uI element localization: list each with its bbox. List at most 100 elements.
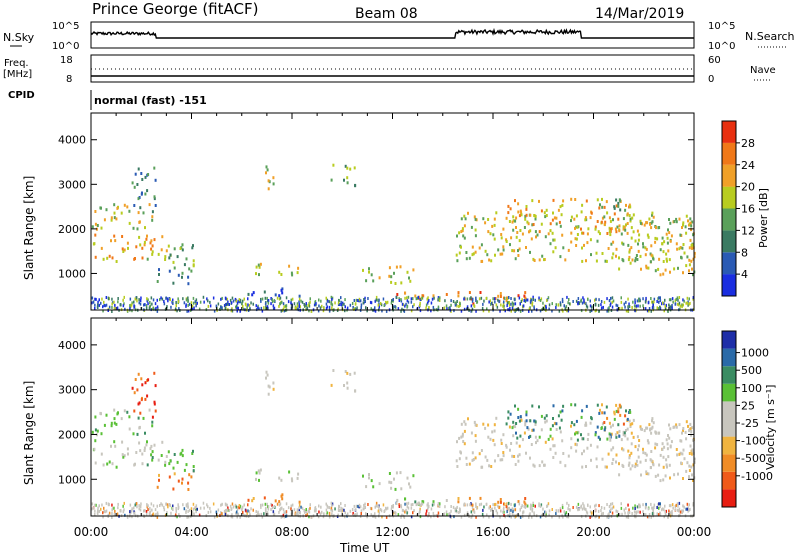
velocity-cell — [532, 463, 535, 467]
velocity-cell — [168, 503, 171, 506]
power-cell — [187, 299, 189, 303]
velocity-cell — [663, 508, 665, 512]
velocity-cell — [445, 499, 448, 502]
velocity-cell — [276, 502, 279, 506]
power-cell — [644, 246, 647, 250]
date-title: 14/Mar/2019 — [595, 6, 684, 22]
velocity-cell — [628, 456, 631, 460]
velocity-cell — [506, 510, 508, 514]
power-cell — [170, 305, 172, 309]
velocity-cell — [317, 515, 320, 519]
power-cell — [305, 302, 307, 306]
velocity-cell — [500, 438, 503, 442]
velocity-cell — [129, 503, 132, 507]
power-cell — [650, 309, 652, 313]
velocity-cell — [346, 371, 349, 375]
power-cell — [183, 301, 186, 305]
velocity-cell — [690, 430, 693, 433]
velocity-cell — [586, 511, 589, 515]
power-cell — [509, 307, 511, 310]
power-cell — [147, 173, 150, 176]
velocity-cell — [150, 444, 153, 448]
power-cell — [676, 302, 679, 306]
velocity-cell — [685, 437, 688, 441]
power-cell — [231, 307, 233, 311]
power-cell — [382, 297, 385, 301]
velocity-cell — [450, 505, 452, 508]
power-cell — [307, 303, 310, 307]
velocity-cell — [117, 506, 119, 510]
velocity-cell — [611, 462, 614, 465]
velocity-cell — [149, 447, 152, 451]
power-cell — [642, 245, 645, 249]
velocity-cell — [430, 507, 433, 511]
power-cell — [659, 296, 661, 300]
velocity-cell — [181, 454, 184, 458]
velocity-cell — [667, 455, 670, 459]
power-cell — [368, 270, 370, 274]
velocity-cell — [137, 416, 140, 420]
velocity-cell — [523, 500, 526, 504]
velocity-cell — [499, 500, 502, 504]
velocity-cell — [598, 515, 600, 519]
nsky-panel-frame — [90, 21, 695, 49]
velocity-cell — [113, 408, 116, 412]
velocity-cell — [257, 510, 259, 514]
power-cell — [438, 299, 441, 302]
velocity-cell — [635, 459, 638, 463]
power-cell — [682, 271, 684, 275]
power-cell — [503, 307, 505, 311]
velocity-cell — [203, 506, 205, 510]
velocity-cell — [664, 510, 666, 514]
velocity-cell — [156, 511, 159, 515]
power-cell — [283, 305, 285, 309]
velocity-cell — [570, 424, 572, 428]
power-cell — [689, 217, 692, 221]
power-cell — [378, 276, 381, 280]
velocity-cell — [181, 481, 183, 485]
power-cell — [146, 297, 148, 301]
velocity-cell — [524, 423, 527, 427]
power-cell — [401, 307, 403, 311]
power-cell — [247, 303, 249, 307]
velocity-cell — [104, 510, 106, 514]
velocity-cell — [682, 509, 684, 513]
power-cell — [396, 293, 399, 296]
velocity-cell — [168, 462, 171, 466]
power-cell — [654, 240, 657, 244]
power-cell — [530, 298, 533, 302]
power-cell — [573, 217, 576, 221]
power-cell — [137, 197, 140, 201]
velocity-cell — [300, 505, 302, 509]
velocity-cell — [195, 507, 197, 511]
power-cell — [519, 209, 522, 213]
velocity-cell — [650, 450, 653, 453]
power-cell — [589, 304, 592, 308]
power-cell — [143, 240, 146, 244]
velocity-cell — [514, 504, 516, 508]
power-cell — [467, 211, 469, 215]
velocity-cell — [318, 510, 320, 514]
velocity-cell — [183, 507, 186, 511]
velocity-cell — [407, 506, 410, 510]
velocity-cell — [362, 474, 364, 478]
velocity-cell — [443, 512, 446, 516]
power-cell — [421, 294, 424, 298]
power-cell — [513, 249, 516, 253]
power-cell — [618, 224, 621, 228]
velocity-cell — [643, 429, 646, 433]
velocity-cell — [190, 507, 193, 511]
velocity-cell — [133, 409, 136, 413]
velocity-cell — [615, 460, 617, 464]
velocity-cell — [647, 441, 650, 445]
velocity-cell — [685, 507, 687, 511]
power-cell — [139, 206, 142, 210]
power-cell — [576, 233, 579, 236]
velocity-cell — [553, 421, 556, 425]
velocity-cell — [618, 473, 621, 477]
power-cell — [673, 267, 676, 271]
velocity-cell — [622, 422, 625, 426]
power-cell — [615, 230, 618, 234]
velocity-cell — [489, 505, 491, 509]
